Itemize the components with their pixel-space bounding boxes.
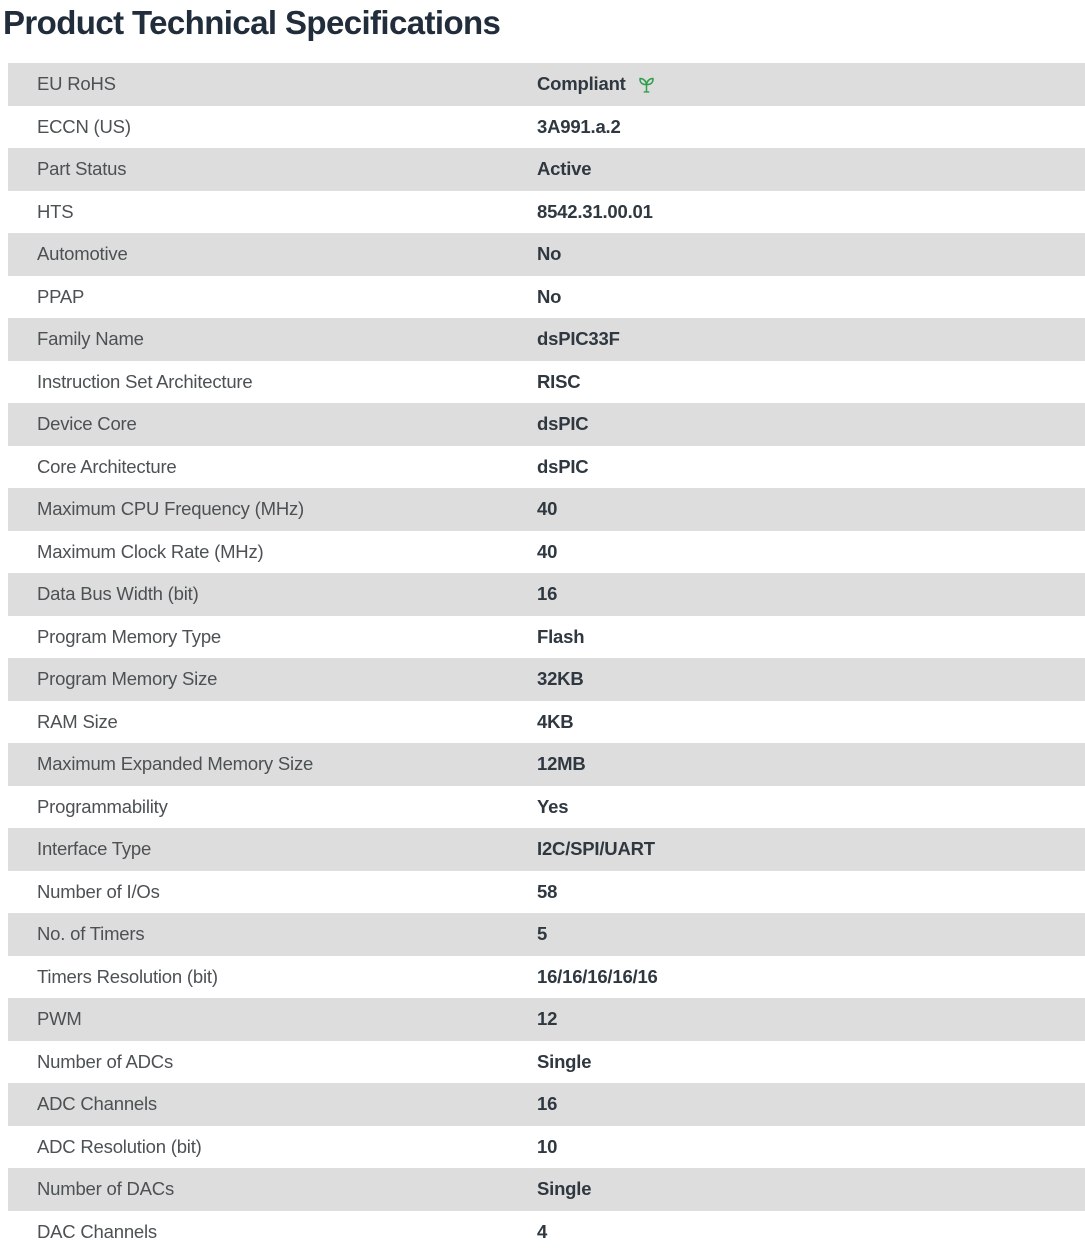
spec-row: Automotive No bbox=[8, 233, 1085, 276]
spec-label: PWM bbox=[8, 1008, 537, 1030]
spec-label: Number of DACs bbox=[8, 1178, 537, 1200]
spec-value: Single bbox=[537, 1051, 591, 1073]
spec-value: Compliant bbox=[537, 73, 626, 95]
spec-row: Programmability Yes bbox=[8, 786, 1085, 829]
spec-row: Maximum Expanded Memory Size 12MB bbox=[8, 743, 1085, 786]
spec-value: 58 bbox=[537, 881, 557, 903]
spec-row: ECCN (US) 3A991.a.2 bbox=[8, 106, 1085, 149]
spec-row: Maximum CPU Frequency (MHz) 40 bbox=[8, 488, 1085, 531]
spec-label: Maximum CPU Frequency (MHz) bbox=[8, 498, 537, 520]
spec-row: Number of I/Os 58 bbox=[8, 871, 1085, 914]
spec-row: Number of ADCs Single bbox=[8, 1041, 1085, 1084]
spec-value: 40 bbox=[537, 498, 557, 520]
spec-value: dsPIC bbox=[537, 413, 588, 435]
spec-table: EU RoHS Compliant ECCN (US) 3A991.a.2 Pa… bbox=[8, 63, 1085, 1253]
spec-row: Timers Resolution (bit) 16/16/16/16/16 bbox=[8, 956, 1085, 999]
spec-value: Flash bbox=[537, 626, 584, 648]
spec-value: 16 bbox=[537, 1093, 557, 1115]
spec-row: Program Memory Size 32KB bbox=[8, 658, 1085, 701]
spec-value: 32KB bbox=[537, 668, 584, 690]
page-title: Product Technical Specifications bbox=[3, 1, 1085, 45]
spec-row: Data Bus Width (bit) 16 bbox=[8, 573, 1085, 616]
spec-value: dsPIC bbox=[537, 456, 588, 478]
spec-label: Family Name bbox=[8, 328, 537, 350]
spec-row: Device Core dsPIC bbox=[8, 403, 1085, 446]
spec-row: HTS 8542.31.00.01 bbox=[8, 191, 1085, 234]
spec-value: 5 bbox=[537, 923, 547, 945]
spec-value: 16 bbox=[537, 583, 557, 605]
spec-row: EU RoHS Compliant bbox=[8, 63, 1085, 106]
spec-value: 16/16/16/16/16 bbox=[537, 966, 658, 988]
spec-value: RISC bbox=[537, 371, 580, 393]
spec-label: Maximum Clock Rate (MHz) bbox=[8, 541, 537, 563]
spec-label: RAM Size bbox=[8, 711, 537, 733]
spec-value: 4 bbox=[537, 1221, 547, 1243]
spec-label: Program Memory Type bbox=[8, 626, 537, 648]
spec-label: HTS bbox=[8, 201, 537, 223]
spec-value: No bbox=[537, 286, 561, 308]
spec-label: ADC Channels bbox=[8, 1093, 537, 1115]
spec-value: 4KB bbox=[537, 711, 573, 733]
spec-row: ADC Channels 16 bbox=[8, 1083, 1085, 1126]
spec-row: DAC Channels 4 bbox=[8, 1211, 1085, 1253]
spec-row: Family Name dsPIC33F bbox=[8, 318, 1085, 361]
spec-value: 12 bbox=[537, 1008, 557, 1030]
spec-label: Instruction Set Architecture bbox=[8, 371, 537, 393]
spec-row: RAM Size 4KB bbox=[8, 701, 1085, 744]
spec-value: I2C/SPI/UART bbox=[537, 838, 655, 860]
spec-value: 12MB bbox=[537, 753, 586, 775]
spec-value: 8542.31.00.01 bbox=[537, 201, 653, 223]
spec-row: Program Memory Type Flash bbox=[8, 616, 1085, 659]
spec-label: Automotive bbox=[8, 243, 537, 265]
spec-row: Maximum Clock Rate (MHz) 40 bbox=[8, 531, 1085, 574]
spec-label: Interface Type bbox=[8, 838, 537, 860]
spec-label: Number of ADCs bbox=[8, 1051, 537, 1073]
spec-label: Data Bus Width (bit) bbox=[8, 583, 537, 605]
spec-label: No. of Timers bbox=[8, 923, 537, 945]
spec-row: Number of DACs Single bbox=[8, 1168, 1085, 1211]
rohs-leaf-icon[interactable] bbox=[636, 74, 657, 95]
spec-row: Part Status Active bbox=[8, 148, 1085, 191]
spec-row: PPAP No bbox=[8, 276, 1085, 319]
spec-row: ADC Resolution (bit) 10 bbox=[8, 1126, 1085, 1169]
spec-label: PPAP bbox=[8, 286, 537, 308]
spec-value: dsPIC33F bbox=[537, 328, 620, 350]
spec-label: Timers Resolution (bit) bbox=[8, 966, 537, 988]
spec-value: Active bbox=[537, 158, 591, 180]
spec-label: Maximum Expanded Memory Size bbox=[8, 753, 537, 775]
spec-label: Device Core bbox=[8, 413, 537, 435]
spec-row: PWM 12 bbox=[8, 998, 1085, 1041]
spec-label: Program Memory Size bbox=[8, 668, 537, 690]
spec-row: No. of Timers 5 bbox=[8, 913, 1085, 956]
spec-label: ECCN (US) bbox=[8, 116, 537, 138]
spec-value: Yes bbox=[537, 796, 568, 818]
spec-value: No bbox=[537, 243, 561, 265]
spec-row: Interface Type I2C/SPI/UART bbox=[8, 828, 1085, 871]
spec-value: 10 bbox=[537, 1136, 557, 1158]
spec-value: 3A991.a.2 bbox=[537, 116, 621, 138]
spec-value: Single bbox=[537, 1178, 591, 1200]
spec-row: Core Architecture dsPIC bbox=[8, 446, 1085, 489]
spec-label: ADC Resolution (bit) bbox=[8, 1136, 537, 1158]
spec-label: Core Architecture bbox=[8, 456, 537, 478]
spec-label: Part Status bbox=[8, 158, 537, 180]
spec-label: DAC Channels bbox=[8, 1221, 537, 1243]
spec-label: Programmability bbox=[8, 796, 537, 818]
spec-label: Number of I/Os bbox=[8, 881, 537, 903]
spec-value: 40 bbox=[537, 541, 557, 563]
spec-label: EU RoHS bbox=[8, 73, 537, 95]
spec-row: Instruction Set Architecture RISC bbox=[8, 361, 1085, 404]
